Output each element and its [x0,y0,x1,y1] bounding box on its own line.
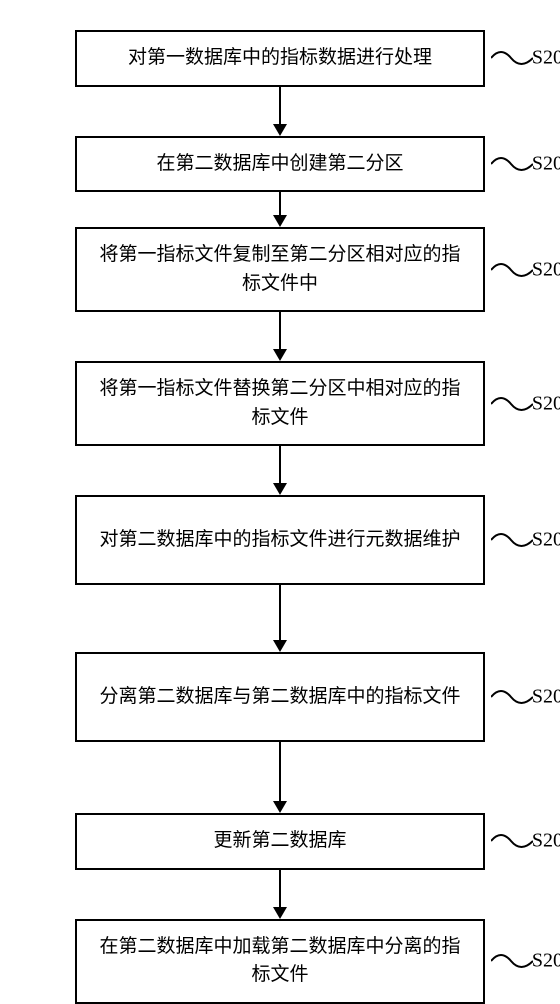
step-row-6: 分离第二数据库与第二数据库中的指标文件 S206 [75,652,485,742]
step-label-7: S207 [532,830,560,853]
arrow-line [279,870,281,908]
step-label-4: S204 [532,392,560,415]
step-label-3: S203 [532,258,560,281]
wave-connector-2 [491,144,533,184]
wave-connector-7 [491,821,533,861]
arrow-head-icon [273,483,287,495]
wave-connector-5 [491,520,533,560]
step-box-4: 将第一指标文件替换第二分区中相对应的指标文件 [75,361,485,446]
arrow-head-icon [273,349,287,361]
arrow-line [279,446,281,484]
step-box-5: 对第二数据库中的指标文件进行元数据维护 [75,495,485,585]
arrow-line [279,585,281,641]
step-box-1: 对第一数据库中的指标数据进行处理 [75,30,485,87]
step-label-2: S202 [532,152,560,175]
arrow-4 [273,446,287,495]
step-row-1: 对第一数据库中的指标数据进行处理 S201 [75,30,485,87]
wave-connector-6 [491,677,533,717]
step-label-6: S206 [532,686,560,709]
step-row-4: 将第一指标文件替换第二分区中相对应的指标文件 S204 [75,361,485,446]
arrow-head-icon [273,124,287,136]
step-text-1: 对第一数据库中的指标数据进行处理 [128,44,432,73]
arrow-1 [273,87,287,136]
wave-connector-3 [491,250,533,290]
step-box-7: 更新第二数据库 [75,813,485,870]
step-row-2: 在第二数据库中创建第二分区 S202 [75,136,485,193]
step-label-5: S205 [532,529,560,552]
step-row-7: 更新第二数据库 S207 [75,813,485,870]
step-label-1: S201 [532,47,560,70]
step-text-6: 分离第二数据库与第二数据库中的指标文件 [99,683,460,712]
arrow-head-icon [273,215,287,227]
arrow-head-icon [273,907,287,919]
step-box-6: 分离第二数据库与第二数据库中的指标文件 [75,652,485,742]
arrow-line [279,192,281,216]
wave-connector-8 [491,941,533,981]
arrow-3 [273,312,287,361]
step-label-8: S208 [532,950,560,973]
arrow-head-icon [273,640,287,652]
arrow-head-icon [273,801,287,813]
step-row-8: 在第二数据库中加载第二数据库中分离的指标文件 S208 [75,919,485,1004]
wave-connector-4 [491,384,533,424]
step-text-3: 将第一指标文件复制至第二分区相对应的指标文件中 [93,241,467,298]
step-text-5: 对第二数据库中的指标文件进行元数据维护 [99,526,460,555]
step-text-7: 更新第二数据库 [213,827,346,856]
arrow-7 [273,870,287,919]
step-row-5: 对第二数据库中的指标文件进行元数据维护 S205 [75,495,485,585]
wave-connector-1 [491,38,533,78]
arrow-2 [273,192,287,227]
step-box-3: 将第一指标文件复制至第二分区相对应的指标文件中 [75,227,485,312]
step-box-2: 在第二数据库中创建第二分区 [75,136,485,193]
step-text-4: 将第一指标文件替换第二分区中相对应的指标文件 [93,375,467,432]
arrow-line [279,87,281,125]
arrow-6 [273,742,287,813]
step-box-8: 在第二数据库中加载第二数据库中分离的指标文件 [75,919,485,1004]
step-text-8: 在第二数据库中加载第二数据库中分离的指标文件 [93,933,467,990]
step-text-2: 在第二数据库中创建第二分区 [156,150,403,179]
arrow-5 [273,585,287,652]
flowchart-container: 对第一数据库中的指标数据进行处理 S201 在第二数据库中创建第二分区 S202… [0,30,560,1004]
arrow-line [279,312,281,350]
arrow-line [279,742,281,802]
step-row-3: 将第一指标文件复制至第二分区相对应的指标文件中 S203 [75,227,485,312]
